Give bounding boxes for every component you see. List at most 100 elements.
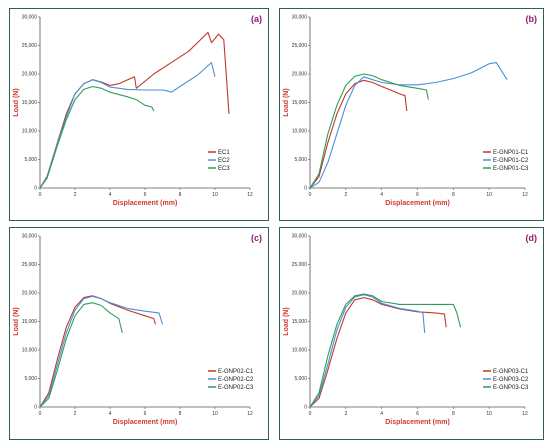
y-tick-label: 5,000 xyxy=(294,157,307,163)
y-tick-label: 30,000 xyxy=(22,234,38,240)
x-tick-label: 12 xyxy=(247,192,253,198)
x-tick-label: 6 xyxy=(144,192,147,198)
series-line-ec3 xyxy=(39,85,155,189)
y-tick-label: 25,000 xyxy=(292,43,308,49)
series-line-e-gnp01-c1 xyxy=(309,79,408,189)
chart-svg: 0 5,000 10,000 15,000 20,000 25,000 30,000 0 2 4 6… xyxy=(13,233,262,426)
series-line-e-gnp03-c2 xyxy=(309,294,426,408)
y-axis-title: Load (N) xyxy=(13,88,20,116)
y-tick-label: 20,000 xyxy=(22,291,38,297)
x-tick-label: 10 xyxy=(212,411,218,417)
x-tick-label: 8 xyxy=(179,411,182,417)
x-tick-label: 2 xyxy=(74,411,77,417)
y-tick-label: 5,000 xyxy=(24,157,37,163)
legend-entry: EC2 xyxy=(218,158,230,164)
y-tick-label: 20,000 xyxy=(22,72,38,78)
y-tick-label: 0 xyxy=(304,186,307,192)
legend-entry: E-GNP03-C2 xyxy=(493,377,529,383)
legend-entry: E-GNP02-C3 xyxy=(218,385,254,391)
series-line-e-gnp02-c3 xyxy=(39,302,123,408)
x-tick-label: 0 xyxy=(309,411,312,417)
x-tick-label: 4 xyxy=(380,411,383,417)
y-tick-label: 15,000 xyxy=(22,319,38,325)
chart-panel-c: 0 5,000 10,000 15,000 20,000 25,000 30,000 0 2 4 6… xyxy=(9,227,269,440)
series-line-e-gnp02-c1 xyxy=(39,295,157,408)
y-tick-label: 10,000 xyxy=(22,348,38,354)
y-tick-label: 0 xyxy=(34,186,37,192)
series-line-e-gnp02-c2 xyxy=(39,295,164,408)
x-tick-label: 0 xyxy=(39,411,42,417)
y-tick-label: 10,000 xyxy=(292,348,308,354)
x-tick-label: 10 xyxy=(486,411,492,417)
y-tick-label: 15,000 xyxy=(292,319,308,325)
y-tick-label: 20,000 xyxy=(292,72,308,78)
y-axis-title: Load (N) xyxy=(13,307,20,335)
y-tick-label: 0 xyxy=(304,405,307,411)
panel-label: (c) xyxy=(251,233,262,243)
chart-svg: 0 5,000 10,000 15,000 20,000 25,000 30,000 0 2 4 6… xyxy=(283,14,538,207)
y-axis-title: Load (N) xyxy=(283,88,290,116)
x-tick-label: 2 xyxy=(344,411,347,417)
x-tick-label: 6 xyxy=(416,192,419,198)
y-tick-label: 15,000 xyxy=(22,100,38,106)
legend-entry: E-GNP02-C2 xyxy=(218,377,254,383)
chart-panel-d: 0 5,000 10,000 15,000 20,000 25,000 30,000 0 2 4 6… xyxy=(279,227,544,440)
x-axis-title: Displacement (mm) xyxy=(385,419,450,426)
legend-entry: E-GNP01-C3 xyxy=(493,166,529,172)
series-line-e-gnp03-c1 xyxy=(309,297,447,408)
series-line-e-gnp01-c3 xyxy=(309,73,429,189)
y-tick-label: 10,000 xyxy=(292,129,308,135)
x-axis-title: Displacement (mm) xyxy=(385,200,450,207)
x-tick-label: 10 xyxy=(212,192,218,198)
x-tick-label: 4 xyxy=(109,411,112,417)
y-tick-label: 30,000 xyxy=(292,15,308,21)
series-line-e-gnp01-c2 xyxy=(309,62,508,189)
y-axis-title: Load (N) xyxy=(283,307,290,335)
x-axis-title: Displacement (mm) xyxy=(113,200,178,207)
y-tick-label: 25,000 xyxy=(292,262,308,268)
x-tick-label: 2 xyxy=(344,192,347,198)
y-tick-label: 5,000 xyxy=(294,376,307,382)
y-tick-label: 20,000 xyxy=(292,291,308,297)
y-tick-label: 10,000 xyxy=(22,129,38,135)
series-line-e-gnp03-c3 xyxy=(309,293,462,408)
x-tick-label: 8 xyxy=(452,411,455,417)
legend-entry: E-GNP03-C1 xyxy=(493,369,529,375)
y-tick-label: 25,000 xyxy=(22,43,38,49)
y-tick-label: 30,000 xyxy=(292,234,308,240)
y-tick-label: 25,000 xyxy=(22,262,38,268)
x-tick-label: 6 xyxy=(416,411,419,417)
y-tick-label: 0 xyxy=(34,405,37,411)
x-tick-label: 4 xyxy=(109,192,112,198)
panel-label: (a) xyxy=(251,14,262,24)
legend-entry: E-GNP01-C1 xyxy=(493,150,529,156)
x-tick-label: 6 xyxy=(144,411,147,417)
legend-entry: EC3 xyxy=(218,166,230,172)
panel-label: (d) xyxy=(526,233,538,243)
x-tick-label: 8 xyxy=(179,192,182,198)
x-tick-label: 0 xyxy=(309,192,312,198)
x-tick-label: 2 xyxy=(74,192,77,198)
series-line-ec2 xyxy=(39,62,216,189)
x-axis-title: Displacement (mm) xyxy=(113,419,178,426)
legend-entry: EC1 xyxy=(218,150,230,156)
x-tick-label: 0 xyxy=(39,192,42,198)
x-tick-label: 4 xyxy=(380,192,383,198)
x-tick-label: 8 xyxy=(452,192,455,198)
chart-panel-a: 0 5,000 10,000 15,000 20,000 25,000 30,000 0 2 4 6… xyxy=(9,8,269,221)
chart-svg: 0 5,000 10,000 15,000 20,000 25,000 30,000 0 2 4 6… xyxy=(283,233,538,426)
y-tick-label: 5,000 xyxy=(24,376,37,382)
legend-entry: E-GNP03-C3 xyxy=(493,385,529,391)
chart-svg: 0 5,000 10,000 15,000 20,000 25,000 30,000 0 2 4 6… xyxy=(13,14,262,207)
x-tick-label: 12 xyxy=(247,411,253,417)
y-tick-label: 15,000 xyxy=(292,100,308,106)
series-line-ec1 xyxy=(39,31,230,189)
legend-entry: E-GNP01-C2 xyxy=(493,158,529,164)
chart-panel-b: 0 5,000 10,000 15,000 20,000 25,000 30,000 0 2 4 6… xyxy=(279,8,544,221)
legend-entry: E-GNP02-C1 xyxy=(218,369,254,375)
x-tick-label: 10 xyxy=(486,192,492,198)
x-tick-label: 12 xyxy=(522,411,528,417)
panel-label: (b) xyxy=(526,14,538,24)
x-tick-label: 12 xyxy=(522,192,528,198)
y-tick-label: 30,000 xyxy=(22,15,38,21)
